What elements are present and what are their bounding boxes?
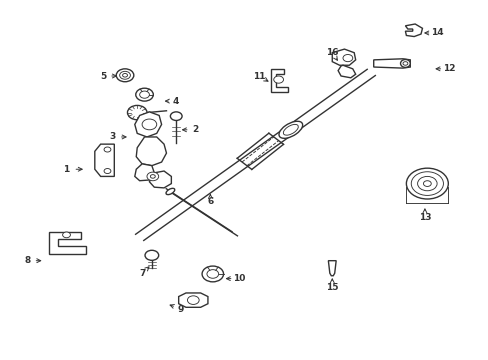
Text: 3: 3	[109, 132, 116, 141]
Circle shape	[170, 112, 182, 121]
Circle shape	[62, 232, 70, 238]
Text: 1: 1	[63, 165, 69, 174]
Circle shape	[423, 181, 430, 186]
Text: 16: 16	[325, 48, 338, 57]
Text: 2: 2	[192, 125, 199, 134]
Polygon shape	[331, 49, 355, 65]
Circle shape	[410, 172, 443, 195]
Polygon shape	[373, 59, 409, 68]
Polygon shape	[95, 144, 114, 176]
Text: 5: 5	[100, 72, 106, 81]
Text: 13: 13	[418, 213, 430, 222]
Circle shape	[127, 105, 147, 120]
Text: 7: 7	[139, 269, 145, 278]
Circle shape	[104, 147, 111, 152]
Circle shape	[116, 69, 134, 82]
Polygon shape	[135, 112, 161, 137]
Circle shape	[145, 250, 158, 260]
Polygon shape	[337, 65, 355, 78]
Circle shape	[136, 88, 153, 101]
Circle shape	[273, 76, 283, 83]
Polygon shape	[271, 69, 288, 92]
Circle shape	[140, 91, 149, 98]
Polygon shape	[136, 137, 166, 166]
Text: 11: 11	[252, 72, 265, 81]
Circle shape	[402, 62, 407, 65]
Circle shape	[206, 270, 218, 278]
Text: 14: 14	[430, 28, 443, 37]
Text: 9: 9	[178, 305, 184, 314]
Polygon shape	[178, 293, 207, 307]
Circle shape	[150, 175, 155, 178]
Circle shape	[104, 168, 111, 174]
Text: 8: 8	[24, 256, 31, 265]
Circle shape	[147, 172, 158, 181]
Circle shape	[202, 266, 223, 282]
Polygon shape	[405, 24, 422, 37]
Circle shape	[187, 296, 199, 305]
Circle shape	[342, 54, 352, 62]
Text: 6: 6	[207, 197, 213, 206]
Circle shape	[417, 176, 436, 191]
Polygon shape	[49, 232, 86, 253]
Polygon shape	[328, 261, 335, 276]
Polygon shape	[149, 171, 171, 188]
Ellipse shape	[279, 121, 302, 138]
Circle shape	[406, 168, 447, 199]
Ellipse shape	[283, 125, 298, 135]
Text: 4: 4	[173, 96, 179, 105]
Ellipse shape	[400, 59, 409, 67]
Text: 10: 10	[233, 274, 245, 283]
Polygon shape	[135, 164, 154, 181]
Text: 15: 15	[325, 283, 338, 292]
Text: 12: 12	[442, 64, 455, 73]
Circle shape	[120, 71, 130, 79]
Circle shape	[122, 73, 127, 77]
Circle shape	[142, 119, 157, 130]
Ellipse shape	[166, 188, 174, 195]
